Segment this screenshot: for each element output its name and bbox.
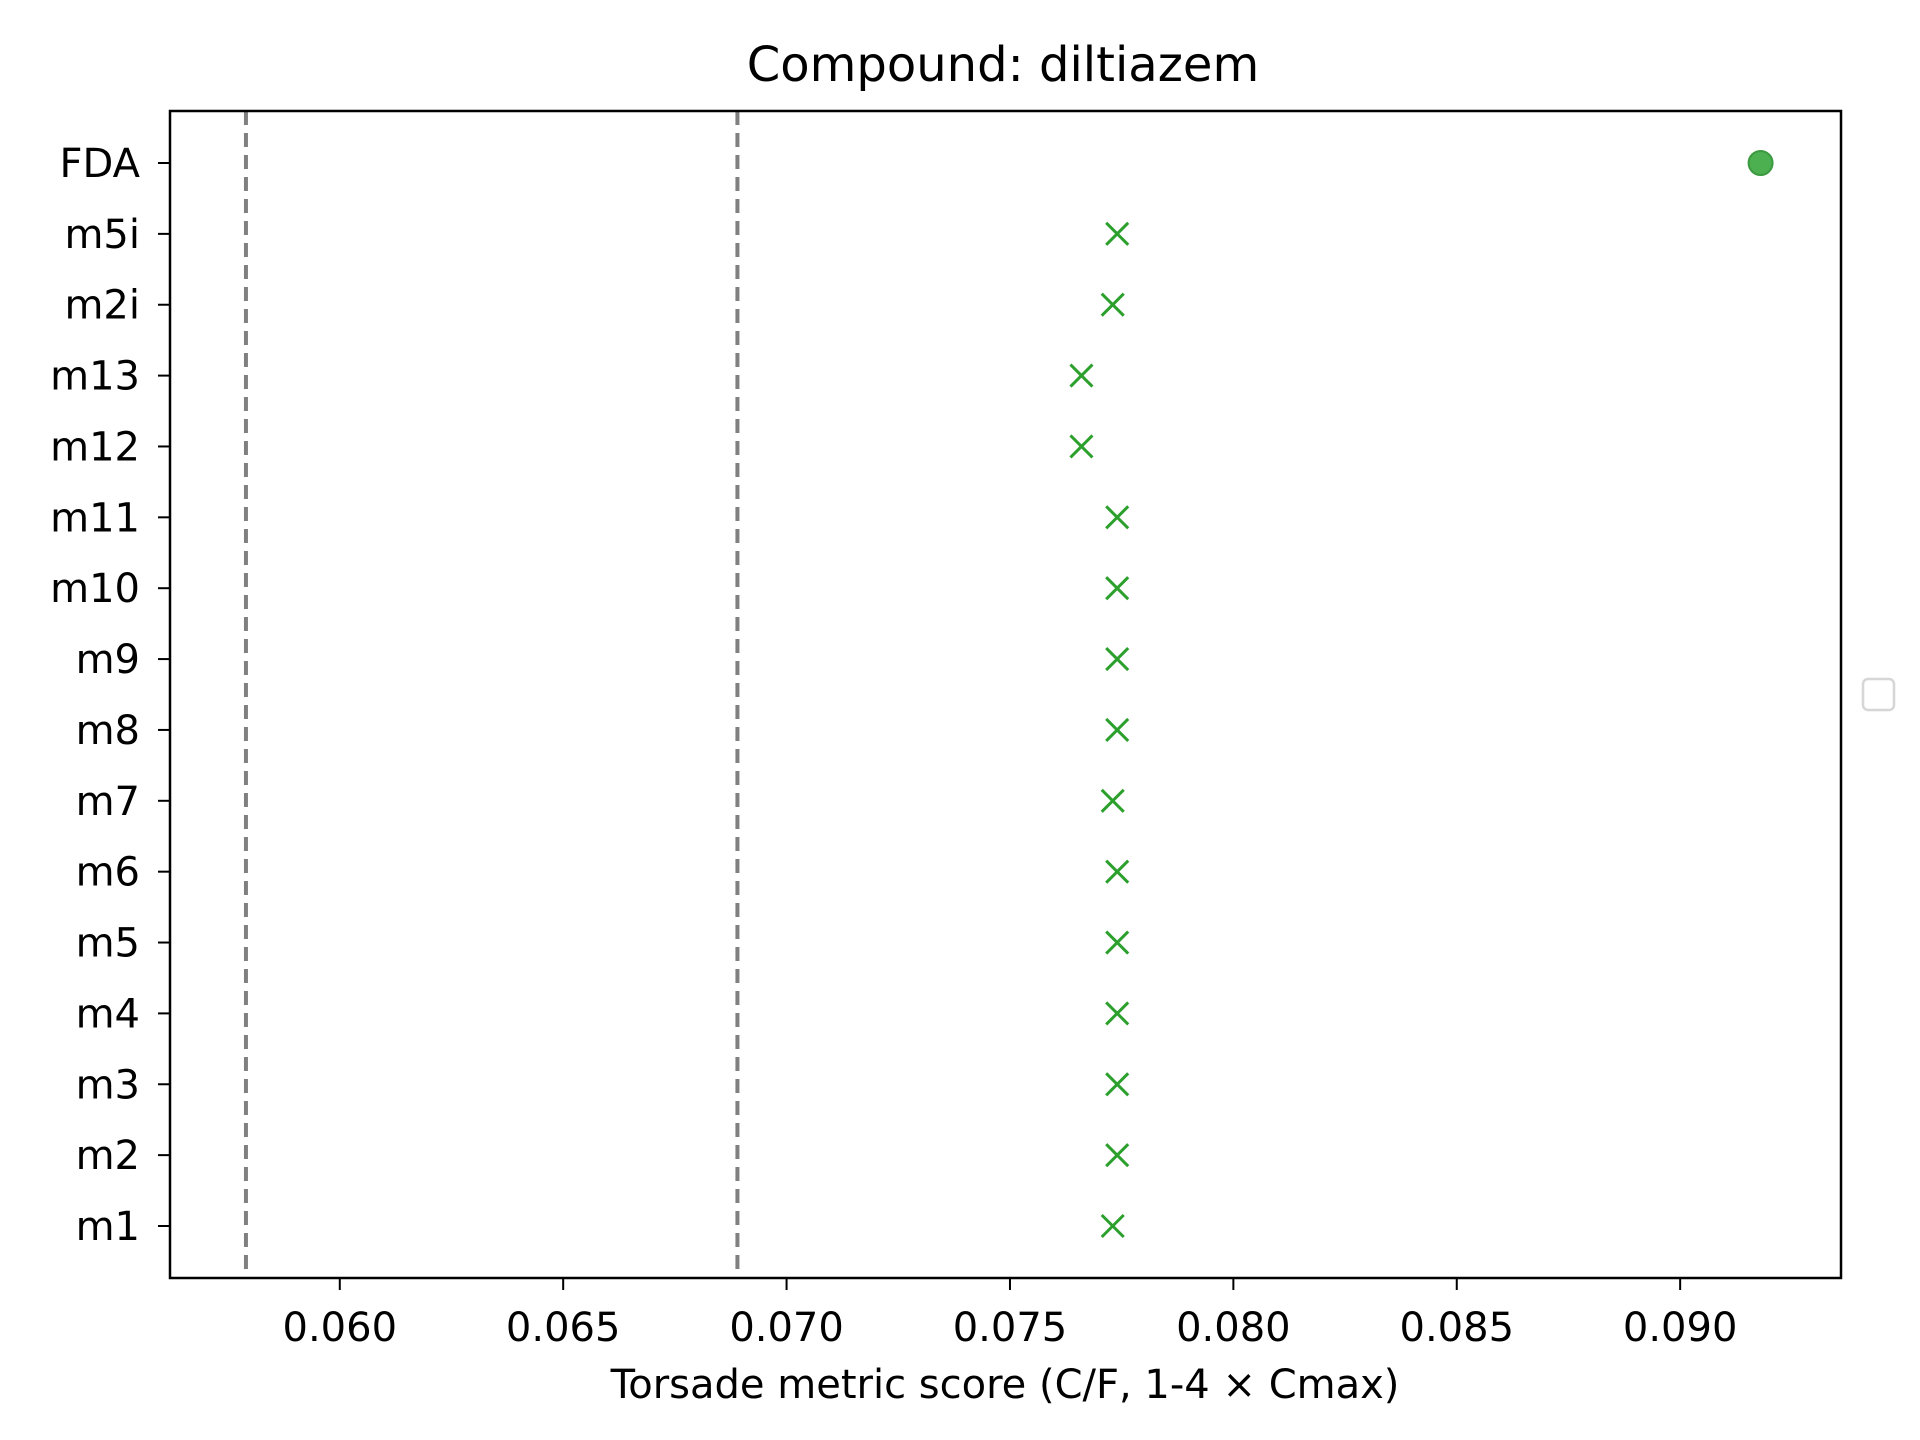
legend-box [1861, 677, 1896, 712]
reference-lines [243, 111, 740, 1278]
point-m3 [1105, 1072, 1130, 1097]
y-tick-label-m4: m4 [76, 991, 140, 1037]
point-m5 [1105, 930, 1130, 955]
x-tick-label: 0.075 [953, 1305, 1068, 1351]
point-m6 [1105, 859, 1130, 884]
x-tick-label: 0.080 [1176, 1305, 1291, 1351]
y-tick-label-m1: m1 [76, 1204, 140, 1250]
point-m8 [1105, 717, 1130, 742]
point-m1 [1100, 1213, 1125, 1239]
point-FDA [1747, 150, 1774, 176]
x-tick-label: 0.065 [506, 1305, 621, 1351]
point-m11 [1105, 505, 1130, 530]
x-axis-title: Torsade metric score (C/F, 1-4 × Cmax) [610, 1362, 1400, 1408]
x-tick-label: 0.085 [1400, 1305, 1515, 1351]
point-m13 [1069, 363, 1094, 388]
y-tick-label-m13: m13 [50, 354, 140, 400]
point-m4 [1105, 1001, 1130, 1026]
plot-frame [168, 109, 1843, 1280]
y-axis-ticks: FDA m5i m2i m13 m12 m11 m10 m9 m8 m7 m6 m5 m4 m3 m2 m1 [50, 141, 170, 1250]
data-markers [1069, 150, 1774, 1239]
y-tick-label-m2i: m2i [64, 283, 140, 329]
point-m2i [1100, 292, 1125, 317]
x-tick-label: 0.090 [1623, 1305, 1738, 1351]
chart-title: Compound: diltiazem [747, 37, 1259, 93]
y-tick-label-m7: m7 [76, 779, 140, 825]
point-m10 [1105, 576, 1130, 601]
y-tick-label-m6: m6 [76, 850, 140, 896]
y-tick-label-m9: m9 [76, 637, 140, 683]
point-m2 [1105, 1143, 1130, 1168]
y-tick-label-m12: m12 [50, 424, 140, 470]
point-m12 [1069, 434, 1094, 459]
y-tick-label-FDA: FDA [60, 141, 141, 187]
y-tick-label-m10: m10 [50, 566, 140, 612]
point-m7 [1100, 788, 1125, 813]
x-tick-label: 0.070 [729, 1305, 844, 1351]
y-tick-label-m11: m11 [50, 495, 140, 541]
x-axis-ticks: 0.060 0.065 0.070 0.075 0.080 0.085 0.090 [283, 1278, 1738, 1351]
x-tick-label: 0.060 [283, 1305, 398, 1351]
y-tick-label-m5: m5 [76, 921, 140, 967]
point-m9 [1105, 647, 1130, 672]
y-tick-label-m2: m2 [76, 1133, 140, 1179]
y-tick-label-m5i: m5i [64, 212, 140, 258]
y-tick-label-m3: m3 [76, 1062, 140, 1108]
point-m5i [1105, 221, 1130, 246]
y-tick-label-m8: m8 [76, 708, 140, 754]
